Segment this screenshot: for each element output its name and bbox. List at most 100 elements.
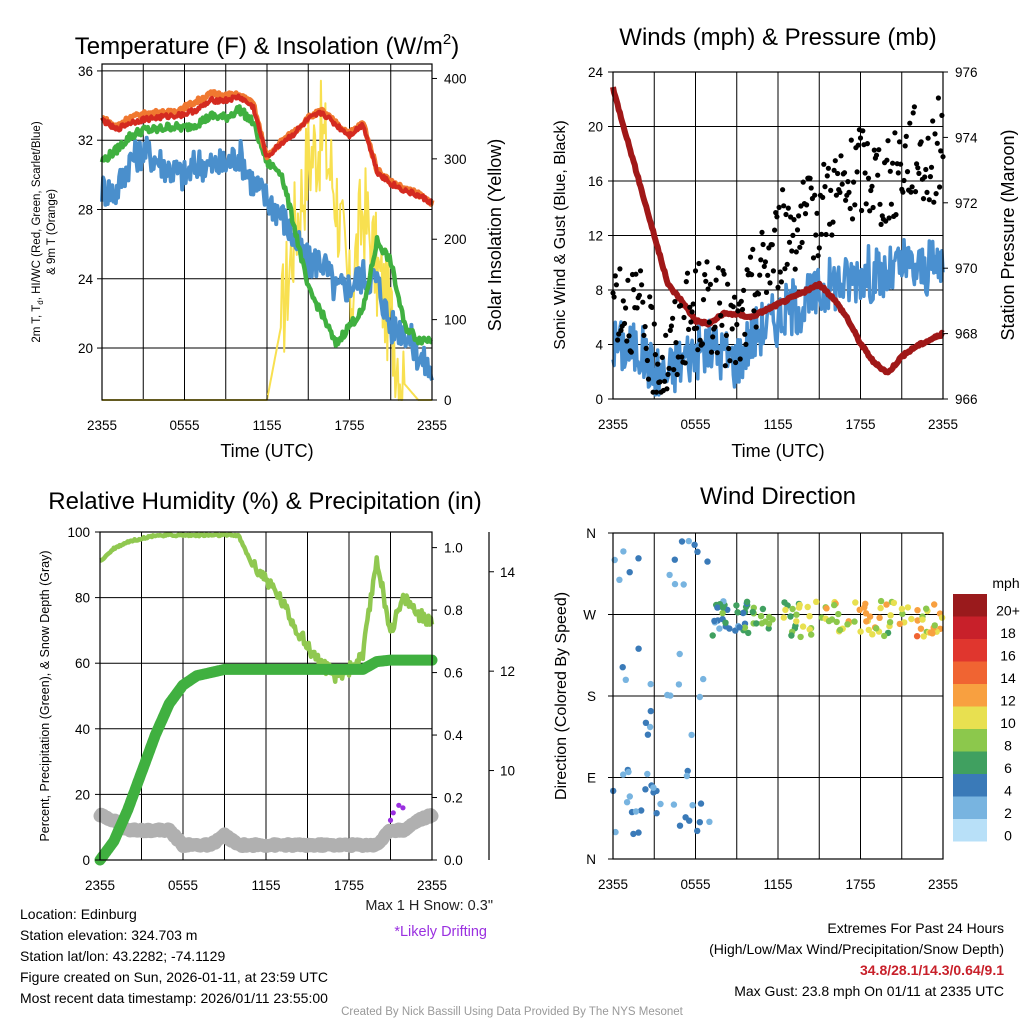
direction-point — [823, 605, 830, 612]
direction-point — [694, 548, 701, 555]
gust-point — [679, 354, 685, 360]
direction-point — [736, 624, 743, 631]
gust-point — [790, 232, 796, 238]
wind-speed-line — [611, 237, 945, 397]
direction-point — [688, 731, 695, 739]
gust-point — [885, 138, 891, 144]
direction-point — [887, 612, 894, 619]
gust-point — [884, 157, 890, 163]
gust-point — [800, 179, 806, 185]
wind-grid — [613, 71, 943, 400]
gust-point — [797, 244, 803, 250]
rh-title: Relative Humidity (%) & Precipitation (i… — [48, 488, 481, 515]
gust-point — [663, 332, 669, 338]
direction-point — [697, 800, 705, 807]
gust-point — [808, 185, 814, 191]
gust-point — [794, 227, 801, 233]
direction-point — [646, 723, 654, 731]
gust-point — [820, 194, 826, 200]
temp-ylabel-1: 2m T, Td, HI/WC (Red, Green, Scarlet/Blu… — [31, 121, 45, 342]
direction-point — [689, 802, 696, 809]
direction-point — [876, 614, 883, 621]
gust-point — [750, 246, 756, 252]
gust-point — [725, 281, 731, 287]
gust-point — [742, 331, 748, 337]
colorbar-swatch — [953, 751, 987, 774]
extremes-title: Extremes For Past 24 Hours — [827, 920, 1004, 936]
gust-point — [626, 333, 632, 339]
gust-point — [730, 304, 736, 310]
gust-point — [689, 309, 695, 315]
gust-point — [624, 338, 630, 344]
gust-point — [617, 266, 623, 272]
gust-point — [727, 358, 733, 364]
direction-point — [739, 609, 747, 617]
gust-point — [846, 189, 852, 195]
y2-tick-label: 100 — [444, 313, 467, 328]
gust-point — [908, 189, 914, 195]
drifting-marker — [396, 802, 402, 808]
x-tick-label: 0555 — [680, 417, 710, 432]
gust-point — [721, 271, 727, 277]
gust-point — [875, 172, 881, 178]
gust-point — [833, 192, 840, 198]
gust-point — [926, 197, 932, 203]
direction-point — [883, 601, 890, 608]
gust-point — [786, 239, 793, 245]
direction-point — [886, 619, 894, 626]
gust-point — [763, 289, 770, 295]
y3-tick-label: 10 — [500, 764, 515, 779]
gust-point — [847, 205, 853, 212]
gust-point — [922, 174, 928, 180]
gust-point — [758, 257, 764, 263]
x-tick-label: 2355 — [417, 878, 447, 893]
pressure-line — [610, 86, 945, 376]
direction-point — [813, 598, 820, 605]
colorbar-swatch — [953, 616, 987, 639]
gust-point — [829, 232, 835, 238]
gust-point — [749, 272, 755, 278]
temp-xlabel: Time (UTC) — [220, 441, 313, 461]
y2-tick-label: 974 — [955, 130, 978, 145]
direction-point — [706, 818, 713, 825]
x-tick-label: 1755 — [845, 877, 875, 892]
y-tick-label: 16 — [588, 174, 603, 189]
location-text: Location: Edinburg — [20, 906, 137, 922]
series-line-2mt — [100, 93, 434, 206]
gust-point — [911, 104, 918, 110]
direction-point — [919, 616, 926, 623]
gust-point — [734, 321, 740, 328]
y-tick-label: 8 — [595, 283, 603, 298]
direction-point — [869, 631, 876, 638]
direction-point — [620, 548, 627, 555]
direction-point — [671, 556, 678, 563]
y-tick-label: 20 — [588, 120, 603, 135]
gust-point — [612, 273, 618, 279]
direction-point — [616, 576, 623, 583]
gust-point — [753, 324, 759, 330]
recent-text: Most recent data timestamp: 2026/01/11 2… — [20, 990, 328, 1006]
gust-point — [886, 215, 892, 221]
gust-point — [664, 386, 670, 392]
gust-point — [832, 158, 838, 164]
direction-point — [923, 605, 930, 612]
drifting-marker — [387, 817, 394, 823]
gust-point — [733, 359, 739, 366]
direction-point — [676, 822, 684, 829]
direction-point — [622, 676, 629, 683]
y-tick-label: 24 — [78, 272, 94, 287]
gust-point — [620, 298, 626, 304]
direction-point — [914, 617, 921, 624]
gust-point — [822, 184, 828, 190]
station-info: Location: Edinburg Station elevation: 32… — [20, 904, 328, 1009]
y2-tick-label: 300 — [444, 152, 467, 167]
gust-point — [841, 170, 848, 176]
gust-point — [907, 120, 913, 126]
y-tick-label: 24 — [588, 65, 604, 80]
wind-y2label: Station Pressure (Maroon) — [998, 129, 1018, 340]
direction-point — [769, 616, 776, 623]
gust-point — [726, 345, 732, 352]
direction-point — [789, 605, 796, 613]
y2-tick-label: 970 — [955, 261, 978, 276]
